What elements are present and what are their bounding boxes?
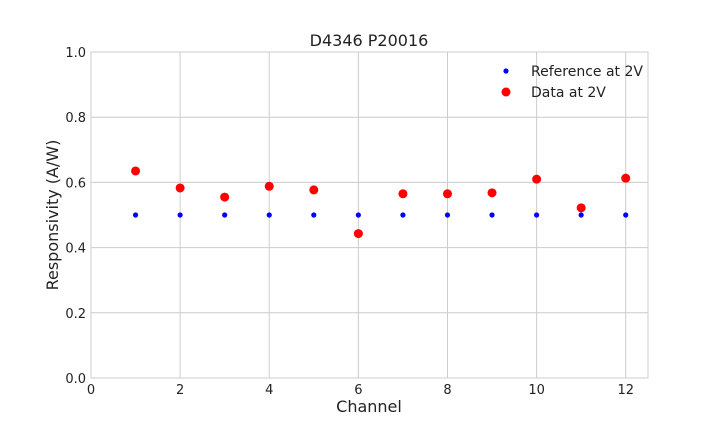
legend-label-data: Data at 2V — [531, 85, 606, 101]
legend-marker-reference — [503, 68, 509, 74]
legend-label-reference: Reference at 2V — [531, 64, 643, 80]
plot-frame — [90, 51, 649, 379]
plot-background — [91, 52, 648, 378]
x-tick-label: 4 — [265, 383, 273, 398]
data-point — [131, 166, 141, 176]
data-point — [576, 203, 586, 213]
data-point — [353, 229, 363, 239]
y-tick-label: 0.0 — [65, 372, 86, 387]
legend: Reference at 2V Data at 2V — [501, 64, 643, 101]
reference-point — [534, 212, 540, 218]
x-tick-label: 0 — [87, 383, 95, 398]
data-point — [220, 192, 230, 202]
y-tick-label: 0.4 — [65, 242, 86, 257]
data-point — [309, 185, 319, 195]
reference-point — [400, 212, 406, 218]
y-tick-label: 0.8 — [65, 111, 86, 126]
x-tick-label: 10 — [528, 383, 545, 398]
x-axis-label: Channel — [336, 397, 402, 416]
reference-point — [132, 212, 139, 218]
data-point — [487, 188, 497, 198]
data-points — [131, 166, 631, 239]
data-point — [264, 181, 274, 191]
y-tick-label: 1.0 — [65, 46, 86, 61]
x-tick-label: 12 — [617, 383, 634, 398]
reference-point — [489, 212, 495, 218]
y-tick-label: 0.6 — [65, 176, 86, 191]
reference-point — [623, 212, 629, 218]
reference-point — [355, 212, 361, 218]
data-point — [175, 183, 185, 193]
y-axis-label: Responsivity (A/W) — [43, 140, 62, 291]
reference-point — [444, 212, 451, 218]
reference-point — [266, 212, 272, 218]
y-axis: 0.0 0.2 0.4 0.6 0.8 1.0 — [65, 46, 86, 387]
chart-title: D4346 P20016 — [310, 31, 429, 50]
data-point — [398, 189, 408, 199]
y-tick-label: 0.2 — [65, 307, 86, 322]
data-point — [442, 189, 452, 199]
reference-point — [311, 212, 317, 218]
reference-point — [578, 212, 584, 218]
x-axis: 0 2 4 6 8 10 12 — [87, 383, 634, 398]
reference-point — [222, 212, 228, 218]
x-tick-label: 8 — [443, 383, 451, 398]
data-point — [532, 174, 542, 184]
x-tick-label: 6 — [354, 383, 362, 398]
x-tick-label: 2 — [176, 383, 184, 398]
reference-point — [177, 212, 183, 218]
legend-marker-data — [501, 87, 511, 97]
data-point — [621, 173, 631, 183]
